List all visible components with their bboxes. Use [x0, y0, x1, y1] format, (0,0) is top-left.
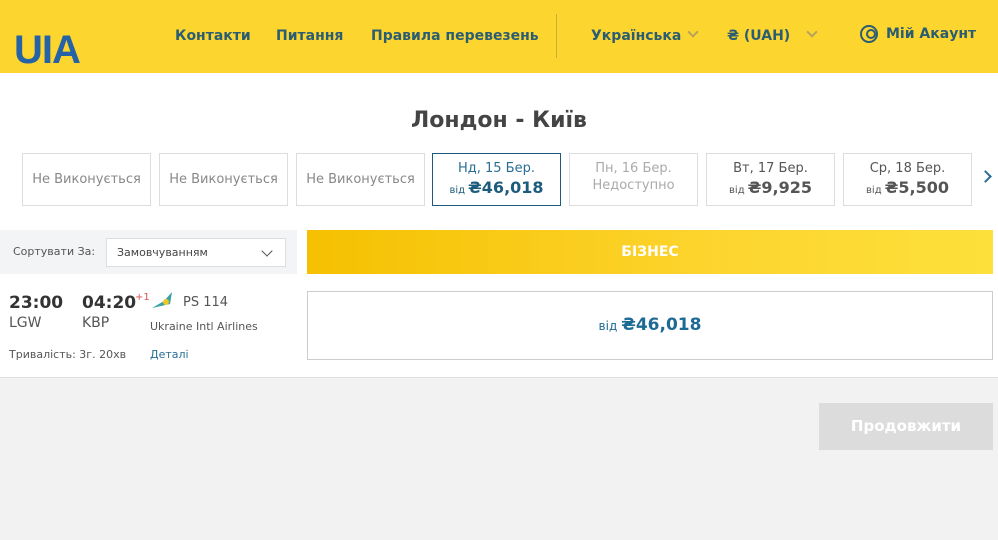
date-label: Нд, 15 Бер. [457, 161, 535, 176]
account-label: Мій Акаунт [886, 26, 977, 42]
sort-label: Сортувати За: [13, 245, 96, 258]
language-select[interactable]: Українська [591, 26, 700, 44]
sort-select[interactable]: Замовчуванням [106, 238, 286, 267]
divider [556, 14, 557, 58]
chevron-down-icon [261, 245, 273, 257]
date-label: Вт, 17 Бер. [733, 161, 808, 176]
fare-class-header: БІЗНЕС [307, 230, 993, 274]
from-label: від [598, 319, 618, 333]
date-card[interactable]: Не Виконується [296, 153, 425, 206]
language-label: Українська [591, 28, 682, 44]
nav-faq[interactable]: Питання [276, 28, 344, 44]
date-card[interactable]: Не Виконується [159, 153, 288, 206]
price: ₴5,500 [884, 178, 949, 197]
logo[interactable]: UIA [14, 28, 81, 72]
page-title: Лондон - Київ [411, 108, 587, 133]
nav-rules[interactable]: Правила перевезень [371, 28, 539, 44]
from-label: від [866, 185, 882, 196]
user-icon [860, 25, 878, 43]
arrival-airport: KBP [82, 315, 110, 331]
chevron-down-icon [806, 26, 818, 38]
details-link[interactable]: Деталі [150, 348, 189, 361]
price: ₴46,018 [468, 178, 544, 197]
flight-number: PS 114 [183, 295, 229, 310]
date-card[interactable]: Вт, 17 Бер. від ₴9,925 [706, 153, 835, 206]
continue-button[interactable]: Продовжити [819, 403, 993, 450]
from-label: від [449, 185, 466, 196]
nav-contacts[interactable]: Контакти [175, 28, 251, 44]
date-card[interactable]: Ср, 18 Бер. від ₴5,500 [843, 153, 972, 206]
unavailable-label: Недоступно [592, 178, 675, 193]
date-card-selected[interactable]: Нд, 15 Бер. від ₴46,018 [432, 153, 561, 206]
day-offset: +1 [135, 292, 150, 303]
business-fare-option[interactable]: від ₴46,018 [307, 291, 993, 360]
date-card[interactable]: Не Виконується [22, 153, 151, 206]
departure-airport: LGW [9, 315, 42, 331]
fare-price: ₴46,018 [621, 315, 702, 335]
chevron-down-icon [687, 26, 700, 38]
duration: Тривалість: 3г. 20хв [9, 348, 127, 361]
sort-value: Замовчуванням [117, 246, 208, 259]
airline-logo-icon [152, 292, 172, 308]
currency-select[interactable]: ₴ (UAH) [727, 26, 818, 44]
currency-label: ₴ (UAH) [727, 28, 791, 44]
from-label: від [729, 185, 745, 196]
header: UIA Контакти Питання Правила перевезень … [0, 0, 998, 73]
date-label: Пн, 16 Бер. [595, 161, 672, 176]
date-label: Ср, 18 Бер. [869, 161, 946, 176]
airline-name: Ukraine Intl Airlines [150, 320, 258, 333]
price: ₴9,925 [747, 178, 812, 197]
departure-time: 23:00 [9, 293, 64, 313]
date-card[interactable]: Пн, 16 Бер. Недоступно [569, 153, 698, 206]
arrival-time: 04:20 [82, 293, 137, 313]
account-link[interactable]: Мій Акаунт [860, 25, 976, 43]
